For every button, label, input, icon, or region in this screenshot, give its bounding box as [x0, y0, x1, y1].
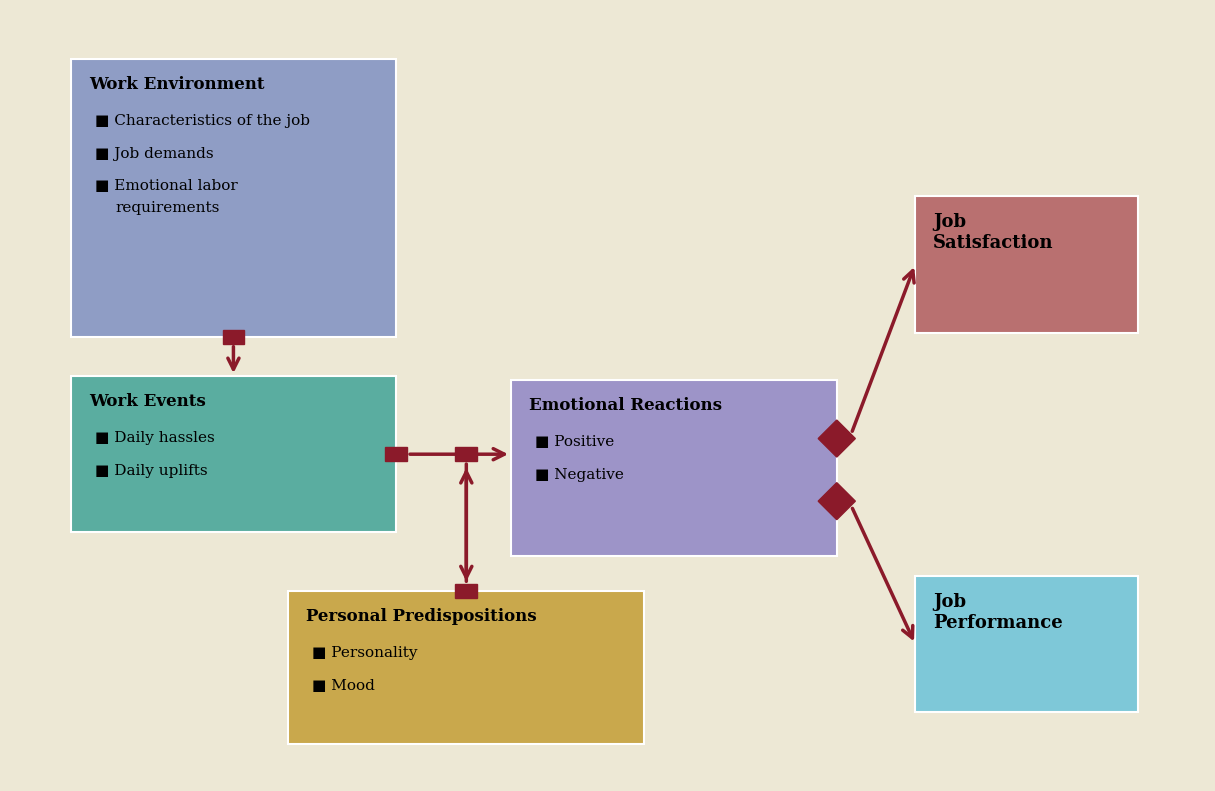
Text: ■ Mood: ■ Mood [312, 679, 374, 693]
Polygon shape [818, 483, 855, 520]
Text: Job
Satisfaction: Job Satisfaction [933, 213, 1053, 252]
FancyBboxPatch shape [288, 591, 644, 744]
Polygon shape [818, 420, 855, 457]
Text: ■ Daily hassles: ■ Daily hassles [95, 431, 214, 445]
Text: ■ Emotional labor: ■ Emotional labor [95, 180, 237, 194]
FancyBboxPatch shape [70, 59, 396, 337]
Text: ■ Positive: ■ Positive [535, 434, 615, 448]
Text: Work Events: Work Events [89, 393, 205, 411]
Text: ■ Characteristics of the job: ■ Characteristics of the job [95, 114, 310, 127]
Text: Personal Predispositions: Personal Predispositions [306, 608, 537, 626]
FancyBboxPatch shape [915, 576, 1138, 713]
Text: Emotional Reactions: Emotional Reactions [529, 397, 722, 414]
Bar [385, 447, 407, 461]
FancyBboxPatch shape [70, 376, 396, 532]
Text: ■ Negative: ■ Negative [535, 467, 625, 482]
Bar [456, 447, 477, 461]
Text: requirements: requirements [115, 201, 220, 215]
Text: Work Environment: Work Environment [89, 76, 264, 93]
Text: ■ Daily uplifts: ■ Daily uplifts [95, 464, 208, 478]
Text: Job
Performance: Job Performance [933, 592, 1063, 631]
FancyBboxPatch shape [512, 380, 837, 556]
Text: ■ Job demands: ■ Job demands [95, 146, 214, 161]
Text: ■ Personality: ■ Personality [312, 646, 418, 660]
FancyBboxPatch shape [915, 196, 1138, 333]
Bar [222, 330, 244, 344]
Bar [456, 584, 477, 598]
